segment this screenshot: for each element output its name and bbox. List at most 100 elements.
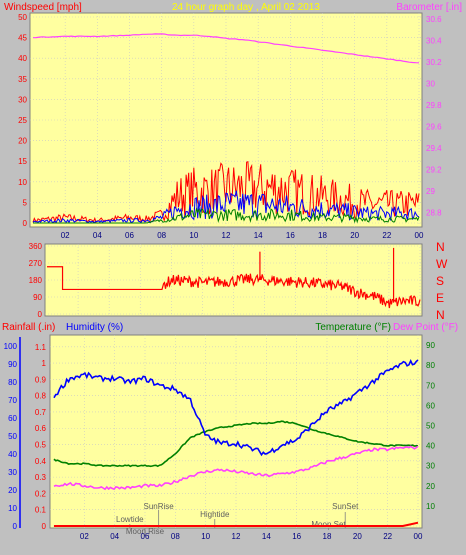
panel1-x-tick-label: 10 [189,231,198,240]
panel1-x-tick-label: 00 [415,231,424,240]
rainfall-tick-label: 0.5 [35,441,47,450]
annotation-label: Moon Rise [126,527,165,536]
temperature-tick-label: 50 [426,421,435,430]
rainfall-tick-label: 0 [42,522,47,531]
panel1-x-tick-label: 08 [157,231,166,240]
rainfall-tick-label: 1 [42,359,47,368]
temperature-ticks: 90 80 70 60 50 40 30 20 10 [426,341,435,511]
barometer-ticks: 30.6 30.4 30.2 30 29.8 29.6 29.4 29.2 29 28.8 [426,15,442,217]
panel1-x-tick-label: 04 [93,231,102,240]
temperature-tick-label: 10 [426,502,435,511]
panel1-x-tick-label: 22 [382,231,391,240]
temperature-tick-label: 30 [426,462,435,471]
humidity-tick-label: 80 [8,378,17,387]
windspeed-tick-label: 25 [18,116,27,125]
temperature-axis-title: Temperature (°F) [315,322,391,333]
annotation-label: SunRise [144,502,175,511]
annotation-label: Hightide [200,510,230,519]
panel3-x-tick-label: 02 [80,532,89,541]
humidity-tick-label: 10 [8,504,17,513]
panel1-x-tick-label: 18 [318,231,327,240]
panel3-x-tick-label: 08 [171,532,180,541]
rainfall-tick-label: 0.2 [35,489,47,498]
rainfall-tick-label: 0.6 [35,424,47,433]
temperature-tick-label: 70 [426,381,435,390]
direction-tick-label: 180 [29,276,43,285]
windspeed-low-series [33,207,420,224]
windspeed-tick-label: 30 [18,95,27,104]
panel3-x-tick-label: 12 [232,532,241,541]
annotation-label: Moon Set [311,520,346,529]
barometer-tick-label: 30 [426,80,435,89]
windspeed-tick-label: 40 [18,54,27,63]
humidity-tick-label: 20 [8,486,17,495]
barometer-tick-label: 29.4 [426,144,442,153]
panel3-grid [50,335,422,528]
rainfall-series [54,521,419,527]
rainfall-tick-label: 1.1 [35,343,47,352]
windspeed-tick-label: 10 [18,178,27,187]
humidity-tick-label: 50 [8,432,17,441]
panel3-x-tick-label: 20 [353,532,362,541]
panel1-x-tick-label: 20 [350,231,359,240]
panel1-x-tick-label: 16 [286,231,295,240]
humidity-tick-label: 100 [4,342,18,351]
barometer-tick-label: 30.4 [426,37,442,46]
barometer-tick-label: 29.2 [426,165,442,174]
panel1-x-ticks: 02 04 06 08 10 12 14 16 18 20 22 00 [61,231,424,240]
windspeed-tick-label: 35 [18,75,27,84]
temperature-tick-label: 90 [426,341,435,350]
barometer-tick-label: 29 [426,187,435,196]
panel1-x-tick-label: 06 [125,231,134,240]
compass-label: S [436,274,444,288]
panel3-x-tick-label: 00 [414,532,423,541]
panel3-x-ticks: 02 04 06 08 10 12 14 16 18 20 22 00 [80,532,423,541]
compass-label: W [436,257,448,271]
panel1-grid [30,13,422,227]
windspeed-avg-series [32,190,420,224]
compass-label: N [436,308,445,322]
temperature-tick-label: 40 [426,442,435,451]
windspeed-tick-label: 20 [18,137,27,146]
barometer-series [32,33,420,64]
humidity-axis-title: Humidity (%) [66,322,123,333]
panel3-x-tick-label: 18 [323,532,332,541]
rainfall-tick-label: 0.1 [35,506,47,515]
compass-label: E [436,291,444,305]
windspeed-tick-label: 0 [23,219,28,228]
panel1-x-tick-label: 12 [222,231,231,240]
humidity-tick-label: 70 [8,396,17,405]
panel1-x-tick-label: 02 [61,231,70,240]
barometer-tick-label: 30.6 [426,15,442,24]
panel3-x-tick-label: 16 [292,532,301,541]
windspeed-tick-label: 5 [23,198,28,207]
panel1-series [32,33,420,224]
barometer-tick-label: 29.6 [426,122,442,131]
humidity-tick-label: 60 [8,414,17,423]
windspeed-tick-label: 15 [18,157,27,166]
rainfall-tick-label: 0.3 [35,473,47,482]
panel3-x-tick-label: 10 [201,532,210,541]
direction-tick-label: 0 [38,310,43,319]
panel2-series [47,247,421,309]
direction-tick-label: 360 [29,242,43,251]
humidity-tick-label: 40 [8,450,17,459]
dewpoint-series [53,445,419,491]
direction-ticks: 360 270 180 90 0 [29,242,43,319]
rainfall-tick-label: 0.7 [35,408,47,417]
barometer-axis-title: Barometer [.in] [396,2,462,13]
dewpoint-axis-title: Dew Point (°F) [393,322,458,333]
humidity-tick-label: 0 [13,522,18,531]
barometer-tick-label: 30.2 [426,58,442,67]
annotation-label: Lowtide [116,515,144,524]
windspeed-tick-label: 45 [18,34,27,43]
chart-title: 24 hour graph day , April 02 2013 [172,2,320,13]
panel3-x-tick-label: 06 [141,532,150,541]
annotation-label: SunSet [332,502,359,511]
humidity-series [53,359,419,457]
